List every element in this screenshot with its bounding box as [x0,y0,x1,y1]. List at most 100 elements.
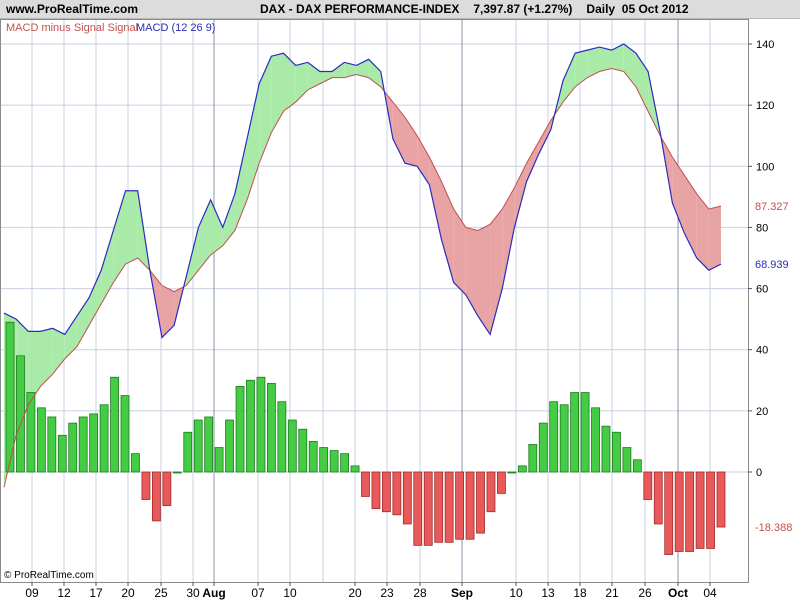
macd-fill-segment [441,181,454,283]
histogram-bar[interactable] [444,471,454,543]
histogram-bar[interactable] [538,422,548,473]
histogram-bar[interactable] [277,401,287,473]
histogram-bar[interactable] [497,471,506,494]
histogram-bar[interactable] [151,471,161,522]
histogram-bar[interactable] [622,447,632,473]
histogram-bar[interactable] [528,444,538,473]
site-name[interactable]: www.ProRealTime.com [6,2,139,16]
histogram-bar[interactable] [68,422,78,473]
histogram-bar[interactable] [382,471,391,513]
macd-fill-segment [502,187,515,289]
histogram-bar[interactable] [559,404,569,473]
histogram-bar[interactable] [235,385,245,473]
macd-fill-segment [514,163,527,228]
y-tick-label: 120 [756,100,774,112]
macd-line[interactable] [3,43,722,339]
histogram-bar[interactable] [423,471,433,546]
histogram-bar[interactable] [287,419,297,473]
histogram-bar[interactable] [214,447,224,473]
histogram-bar[interactable] [706,471,715,549]
x-tick-label: 20 [121,586,135,600]
x-tick-label: 23 [380,586,394,600]
histogram-bar[interactable] [225,419,234,473]
histogram-bar[interactable] [350,465,360,473]
histogram-bar[interactable] [465,471,475,540]
macd-fill-segment [89,270,102,326]
histogram-bar[interactable] [131,453,140,473]
histogram-bar[interactable] [162,471,172,507]
histogram-bar[interactable] [110,376,119,473]
histogram-bar[interactable] [601,425,611,473]
last-value-box [752,520,796,535]
x-tick-label: 10 [509,586,523,600]
histogram-bar[interactable] [99,404,109,473]
histogram-bar[interactable] [664,471,674,555]
histogram-bar[interactable] [319,447,329,473]
x-tick-label: 04 [703,586,717,600]
signal-line[interactable] [3,67,722,488]
macd-fill-segment [696,193,709,271]
x-tick-label: 28 [413,586,427,600]
histogram-bar[interactable] [434,471,444,543]
histogram-bar[interactable] [371,471,381,510]
x-tick-label: 07 [251,586,265,600]
histogram-bar[interactable] [612,431,621,473]
histogram-bar[interactable] [120,395,130,473]
histogram-bar[interactable] [298,428,308,473]
histogram-bar[interactable] [36,407,46,473]
histogram-bar[interactable] [329,450,339,473]
x-tick-label: 18 [573,586,587,600]
histogram-bar[interactable] [455,471,465,540]
copyright-text: © ProRealTime.com [4,570,94,581]
histogram-bar[interactable] [5,321,15,473]
histogram-bar[interactable] [392,471,402,516]
ticker-info: DAX - DAX PERFORMANCE-INDEX 7,397.87 (+1.… [260,2,689,16]
histogram-bar[interactable] [402,471,412,525]
macd-fill-segment [283,53,296,112]
histogram-bar[interactable] [361,471,370,497]
histogram-bar[interactable] [591,407,600,473]
histogram-bar[interactable] [653,471,663,525]
date-label: 05 Oct 2012 [621,2,689,16]
histogram-bar[interactable] [47,416,57,473]
histogram-bar[interactable] [632,459,642,473]
histogram-bar[interactable] [685,471,695,552]
x-tick-label: 13 [541,586,555,600]
histogram-bar[interactable] [580,392,590,473]
histogram-bar[interactable] [193,419,203,473]
histogram-bar[interactable] [340,453,349,473]
histogram-bar[interactable] [57,434,67,473]
histogram-bar[interactable] [256,376,266,473]
histogram-bar[interactable] [172,471,182,474]
histogram-bar[interactable] [695,471,705,549]
histogram-bar[interactable] [549,401,559,473]
last-value-box [752,199,796,214]
x-tick-label: Sep [451,586,473,600]
histogram-bar[interactable] [183,431,193,473]
macd-fill-segment [538,120,551,155]
histogram-bar[interactable] [26,392,36,473]
histogram-bar[interactable] [517,465,527,473]
histogram-bar[interactable] [246,379,255,473]
histogram-bar[interactable] [413,471,423,546]
histogram-bar[interactable] [716,471,726,528]
histogram-bar[interactable] [570,392,580,473]
histogram-bar[interactable] [507,471,517,474]
histogram-bar[interactable] [486,471,496,513]
histogram-bar[interactable] [476,471,485,534]
histogram-bar[interactable] [204,416,214,473]
histogram-bar[interactable] [643,471,653,500]
histogram-bar[interactable] [141,471,151,500]
legend-signal-label[interactable]: MACD minus Signal Signal [6,22,138,34]
macd-fill-segment [417,135,430,185]
histogram-bar[interactable] [308,441,318,473]
histogram-bar[interactable] [674,471,684,552]
histogram-bar[interactable] [266,382,276,473]
legend-macd-label[interactable]: MACD (12 26 9) [136,22,215,34]
histogram-bar[interactable] [89,413,99,473]
histogram-bar[interactable] [78,416,88,473]
histogram-bar[interactable] [16,355,25,473]
macd-fill-segment [332,62,345,78]
macd-fill-segment [295,62,308,103]
